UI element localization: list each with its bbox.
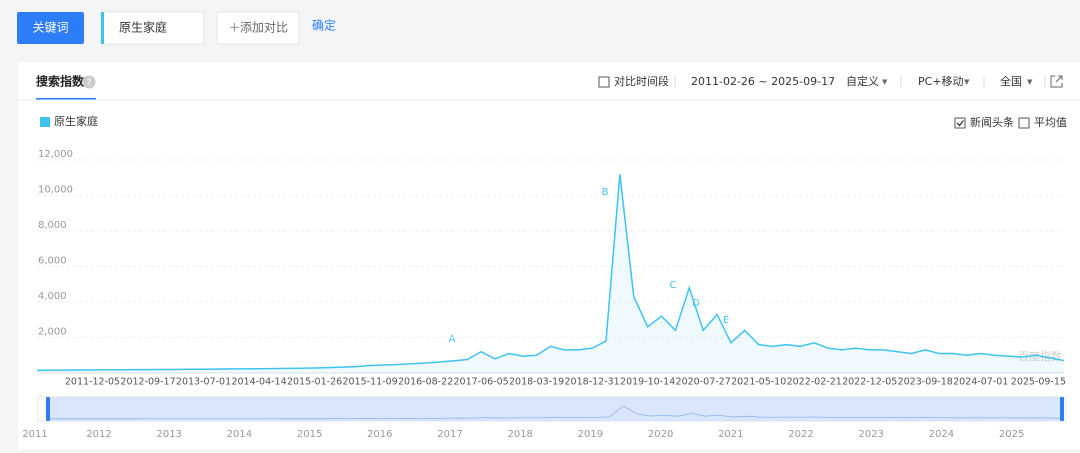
x-tick-label: 2022-02-21 — [787, 377, 842, 388]
navigator-handle[interactable] — [46, 397, 50, 421]
region-dropdown[interactable]: 全国 — [1000, 74, 1022, 88]
legend-swatch — [40, 117, 50, 127]
x-tick-label: 2015-01-26 — [287, 377, 342, 388]
export-icon[interactable] — [1050, 75, 1063, 88]
navigator-year: 2022 — [788, 429, 813, 440]
navigator-year: 2011 — [22, 429, 47, 440]
navigator-year: 2023 — [858, 429, 883, 440]
custom-dropdown[interactable]: 自定义 — [846, 74, 879, 88]
device-dropdown[interactable]: PC+移动 — [918, 75, 964, 88]
legend-label[interactable]: 原生家庭 — [54, 114, 98, 128]
average-checkbox[interactable] — [1018, 117, 1030, 129]
keyword-input[interactable] — [100, 11, 205, 45]
navigator-year: 2024 — [929, 429, 954, 440]
x-tick-label: 2016-08-22 — [398, 377, 453, 388]
y-tick-label: 10,000 — [38, 185, 73, 196]
x-tick-label: 2011-12-05 — [65, 377, 120, 388]
annotation[interactable]: D — [692, 298, 700, 309]
dropdown-arrow: ▼ — [882, 78, 888, 86]
keyword-color-bar — [101, 12, 104, 44]
navigator-year: 2012 — [86, 429, 111, 440]
compare-label: 对比时间段 — [614, 74, 669, 88]
y-tick-label: 4,000 — [38, 291, 67, 302]
tab-title[interactable]: 搜索指数 — [36, 74, 85, 89]
tab-underline — [36, 98, 96, 100]
add-compare-button[interactable] — [216, 11, 300, 45]
x-tick-label: 2024-07-01 — [953, 377, 1008, 388]
dropdown-arrow: ▼ — [964, 78, 970, 86]
x-tick-label: 2018-03-19 — [509, 377, 564, 388]
x-tick-label: 2025-09-15 — [1011, 377, 1066, 388]
y-tick-label: 2,000 — [38, 327, 67, 338]
plus-icon: + — [229, 21, 240, 36]
x-tick-label: 2013-07-01 — [176, 377, 231, 388]
x-tick-label: 2017-06-05 — [453, 377, 508, 388]
annotation[interactable]: B — [602, 187, 609, 198]
navigator-handle[interactable] — [1060, 397, 1064, 421]
x-tick-label: 2022-12-05 — [842, 377, 897, 388]
confirm-link[interactable]: 确定 — [312, 18, 336, 33]
help-icon-mark: ? — [87, 78, 92, 88]
navigator-year: 2015 — [297, 429, 322, 440]
add-compare-label: 添加对比 — [240, 21, 288, 35]
annotation[interactable]: E — [723, 315, 729, 326]
navigator-line — [49, 405, 1061, 420]
x-tick-label: 2015-11-09 — [342, 377, 397, 388]
date-range[interactable]: 2011-02-26 ~ 2025-09-17 — [691, 75, 835, 88]
dropdown-arrow: ▼ — [1027, 78, 1033, 86]
navigator-year: 2020 — [648, 429, 673, 440]
navigator-year: 2018 — [507, 429, 532, 440]
annotation[interactable]: A — [449, 334, 456, 345]
news-checkbox[interactable] — [954, 117, 966, 129]
navigator-year: 2016 — [367, 429, 392, 440]
y-tick-label: 8,000 — [38, 220, 67, 231]
navigator-year: 2013 — [156, 429, 181, 440]
navigator-year: 2025 — [999, 429, 1024, 440]
y-tick-label: 6,000 — [38, 256, 67, 267]
navigator-year: 2019 — [578, 429, 603, 440]
x-tick-label: 2014-04-14 — [231, 377, 286, 388]
x-tick-label: 2021-05-10 — [731, 377, 786, 388]
x-tick-label: 2012-09-17 — [120, 377, 175, 388]
navigator-year: 2021 — [718, 429, 743, 440]
x-tick-label: 2019-10-14 — [620, 377, 675, 388]
navigator-year: 2014 — [227, 429, 252, 440]
x-tick-label: 2018-12-31 — [565, 377, 620, 388]
news-label: 新闻头条 — [970, 115, 1014, 129]
keyword-button-label: 关键词 — [32, 21, 68, 35]
x-tick-label: 2023-09-18 — [898, 377, 953, 388]
panel — [18, 62, 1080, 449]
keyword-button[interactable] — [17, 12, 84, 44]
y-tick-label: 12,000 — [38, 149, 73, 160]
keyword-text: 原生家庭 — [119, 20, 167, 35]
average-label: 平均值 — [1034, 116, 1067, 129]
compare-checkbox[interactable] — [598, 76, 610, 88]
annotation[interactable]: C — [670, 280, 677, 291]
line — [36, 174, 1065, 372]
help-icon[interactable] — [82, 75, 96, 89]
navigator-year: 2017 — [437, 429, 462, 440]
check-mark — [956, 120, 965, 127]
x-tick-label: 2020-07-27 — [676, 377, 731, 388]
